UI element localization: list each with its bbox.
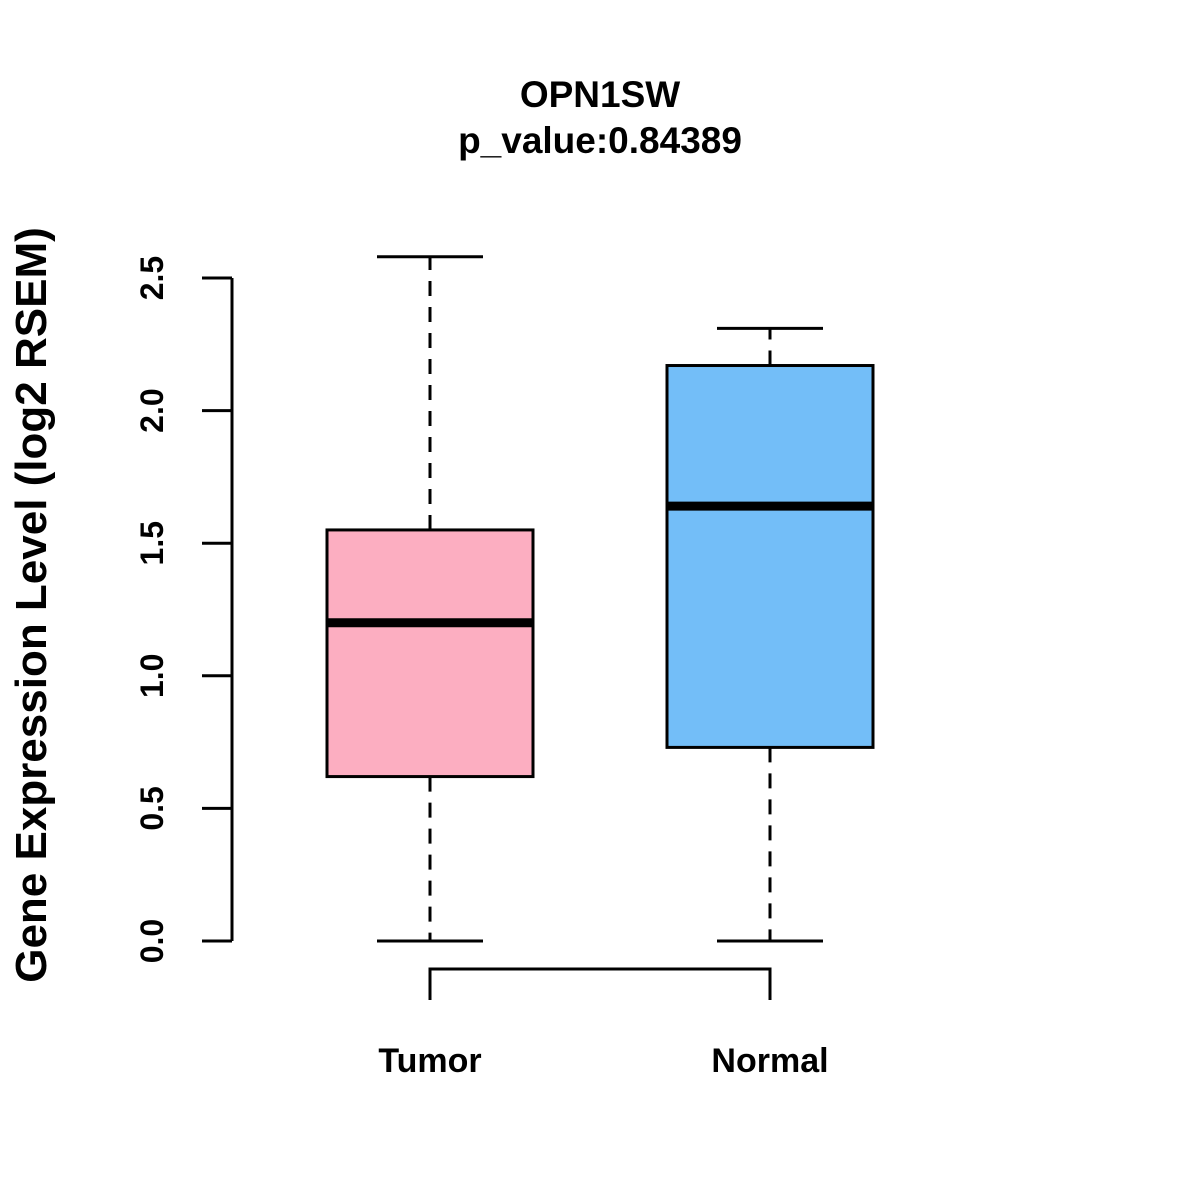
iqr-box-tumor bbox=[325, 528, 535, 779]
y-tick-label: 2.5 bbox=[134, 256, 170, 300]
x-category-label-normal: Normal bbox=[711, 1042, 828, 1080]
x-category-label-tumor: Tumor bbox=[378, 1042, 481, 1080]
y-tick-label: 1.5 bbox=[134, 521, 170, 565]
x-axis-bracket bbox=[428, 967, 772, 1000]
y-tick-label: 0.5 bbox=[134, 786, 170, 830]
chart-subtitle: p_value:0.84389 bbox=[458, 120, 742, 161]
chart-title: OPN1SW bbox=[519, 74, 681, 115]
y-tick-label: 2.0 bbox=[134, 388, 170, 432]
iqr-box-normal bbox=[665, 364, 875, 749]
y-tick-label: 0.0 bbox=[134, 919, 170, 963]
y-tick-label: 1.0 bbox=[134, 654, 170, 698]
